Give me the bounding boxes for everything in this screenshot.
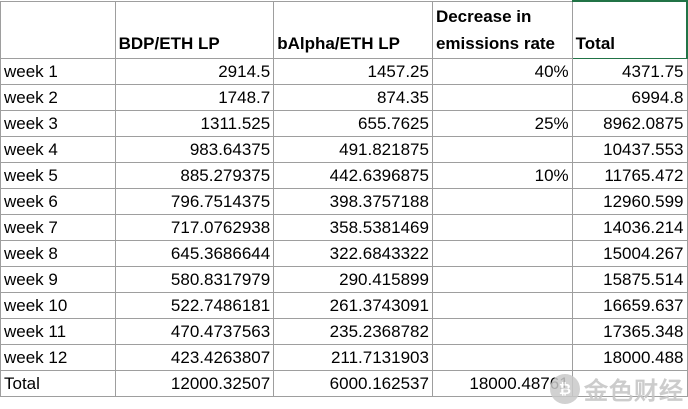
balpha-eth-lp-cell[interactable]: 442.6396875 — [273, 161, 433, 189]
balpha-eth-lp-cell[interactable]: 655.7625 — [273, 109, 433, 137]
decrease-rate-cell[interactable] — [431, 213, 573, 241]
decrease-rate-cell[interactable]: 10% — [431, 161, 573, 189]
bdp-eth-lp-cell[interactable]: 580.8317979 — [114, 265, 275, 293]
row-label-cell[interactable]: week 11 — [0, 317, 116, 345]
decrease-rate-cell[interactable] — [431, 265, 573, 293]
total-cell[interactable]: 14036.214 — [571, 213, 688, 241]
balpha-eth-lp-cell[interactable]: 491.821875 — [273, 135, 433, 163]
bdp-eth-lp-cell[interactable]: 983.64375 — [114, 135, 275, 163]
balpha-eth-lp-cell[interactable]: 322.6843322 — [273, 239, 433, 267]
decrease-rate-cell[interactable]: 25% — [431, 109, 573, 137]
total-cell[interactable]: 16659.637 — [571, 291, 688, 319]
totals-label-cell[interactable]: Total — [0, 369, 116, 397]
watermark-text: 金色财经 — [584, 377, 684, 405]
bdp-eth-lp-cell[interactable]: 645.3686644 — [114, 239, 275, 267]
balpha-eth-lp-cell[interactable]: 874.35 — [273, 83, 433, 111]
bdp-eth-lp-cell[interactable]: 1748.7 — [114, 83, 275, 111]
row-label-cell[interactable]: week 6 — [0, 187, 116, 215]
row-label-cell[interactable]: week 2 — [0, 83, 116, 111]
row-label-cell[interactable]: week 12 — [0, 343, 116, 371]
bdp-eth-lp-cell[interactable]: 796.7514375 — [114, 187, 275, 215]
decrease-rate-cell[interactable] — [431, 187, 573, 215]
bitcoin-logo-icon: ₿ — [550, 373, 580, 404]
row-label-cell[interactable]: week 9 — [0, 265, 116, 293]
total-cell[interactable]: 15875.514 — [571, 265, 688, 293]
table-row: week 5 885.279375 442.6396875 10% 11765.472 — [0, 161, 688, 189]
table-row: week 2 1748.7 874.35 6994.8 — [0, 83, 688, 111]
totals-bdp-cell[interactable]: 12000.32507 — [114, 369, 275, 397]
decrease-rate-cell[interactable] — [431, 291, 573, 319]
total-cell[interactable]: 8962.0875 — [571, 109, 688, 137]
bdp-eth-lp-cell[interactable]: 2914.5 — [114, 57, 275, 85]
decrease-rate-cell[interactable] — [431, 83, 573, 111]
header-row: BDP/ETH LP bAlpha/ETH LP Decrease in emi… — [0, 0, 688, 59]
table-row: week 3 1311.525 655.7625 25% 8962.0875 — [0, 109, 688, 137]
table-row: week 4 983.64375 491.821875 10437.553 — [0, 135, 688, 163]
bdp-eth-lp-cell[interactable]: 470.4737563 — [114, 317, 275, 345]
total-cell[interactable]: 4371.75 — [571, 57, 688, 85]
table-row: week 8 645.3686644 322.6843322 15004.267 — [0, 239, 688, 267]
bdp-eth-lp-cell[interactable]: 885.279375 — [114, 161, 275, 189]
table-row: week 12 423.4263807 211.7131903 18000.488 — [0, 343, 688, 371]
total-cell[interactable]: 6994.8 — [571, 83, 688, 111]
balpha-eth-lp-cell[interactable]: 235.2368782 — [273, 317, 433, 345]
total-cell[interactable]: 11765.472 — [571, 161, 688, 189]
decrease-rate-cell[interactable] — [431, 239, 573, 267]
header-cell-decrease-rate[interactable]: Decrease in emissions rate — [431, 0, 573, 59]
table-row: week 6 796.7514375 398.3757188 12960.599 — [0, 187, 688, 215]
balpha-eth-lp-cell[interactable]: 261.3743091 — [273, 291, 433, 319]
total-cell[interactable]: 18000.488 — [571, 343, 688, 371]
total-cell[interactable]: 10437.553 — [571, 135, 688, 163]
balpha-eth-lp-cell[interactable]: 290.415899 — [273, 265, 433, 293]
row-label-cell[interactable]: week 7 — [0, 213, 116, 241]
total-cell[interactable]: 17365.348 — [571, 317, 688, 345]
table-row: week 10 522.7486181 261.3743091 16659.637 — [0, 291, 688, 319]
row-label-cell[interactable]: week 5 — [0, 161, 116, 189]
table-row: week 11 470.4737563 235.2368782 17365.348 — [0, 317, 688, 345]
decrease-rate-cell[interactable] — [431, 317, 573, 345]
row-label-cell[interactable]: week 1 — [0, 57, 116, 85]
balpha-eth-lp-cell[interactable]: 211.7131903 — [273, 343, 433, 371]
totals-balpha-cell[interactable]: 6000.162537 — [273, 369, 433, 397]
watermark: ₿ 金色财经 — [550, 371, 684, 406]
table-row: week 1 2914.5 1457.25 40% 4371.75 — [0, 57, 688, 85]
decrease-rate-cell[interactable] — [431, 343, 573, 371]
header-cell-bdp-eth-lp[interactable]: BDP/ETH LP — [114, 0, 275, 59]
balpha-eth-lp-cell[interactable]: 1457.25 — [273, 57, 433, 85]
balpha-eth-lp-cell[interactable]: 398.3757188 — [273, 187, 433, 215]
bdp-eth-lp-cell[interactable]: 717.0762938 — [114, 213, 275, 241]
table-row: week 7 717.0762938 358.5381469 14036.214 — [0, 213, 688, 241]
spreadsheet-table: BDP/ETH LP bAlpha/ETH LP Decrease in emi… — [0, 0, 688, 397]
bdp-eth-lp-cell[interactable]: 522.7486181 — [114, 291, 275, 319]
row-label-cell[interactable]: week 4 — [0, 135, 116, 163]
totals-decrease-cell[interactable]: 18000.48761 — [431, 369, 573, 397]
decrease-rate-cell[interactable]: 40% — [431, 57, 573, 85]
bdp-eth-lp-cell[interactable]: 423.4263807 — [114, 343, 275, 371]
bdp-eth-lp-cell[interactable]: 1311.525 — [114, 109, 275, 137]
header-cell-total[interactable]: Total — [571, 0, 688, 59]
balpha-eth-lp-cell[interactable]: 358.5381469 — [273, 213, 433, 241]
decrease-rate-cell[interactable] — [431, 135, 573, 163]
totals-total-cell[interactable] — [571, 369, 688, 397]
row-label-cell[interactable]: week 3 — [0, 109, 116, 137]
table-row: week 9 580.8317979 290.415899 15875.514 — [0, 265, 688, 293]
total-cell[interactable]: 12960.599 — [571, 187, 688, 215]
row-label-cell[interactable]: week 10 — [0, 291, 116, 319]
header-cell-balpha-eth-lp[interactable]: bAlpha/ETH LP — [273, 0, 433, 59]
total-cell[interactable]: 15004.267 — [571, 239, 688, 267]
header-cell-blank[interactable] — [0, 0, 116, 59]
svg-text:₿: ₿ — [559, 380, 571, 398]
row-label-cell[interactable]: week 8 — [0, 239, 116, 267]
totals-row: Total 12000.32507 6000.162537 18000.48761 — [0, 369, 688, 397]
